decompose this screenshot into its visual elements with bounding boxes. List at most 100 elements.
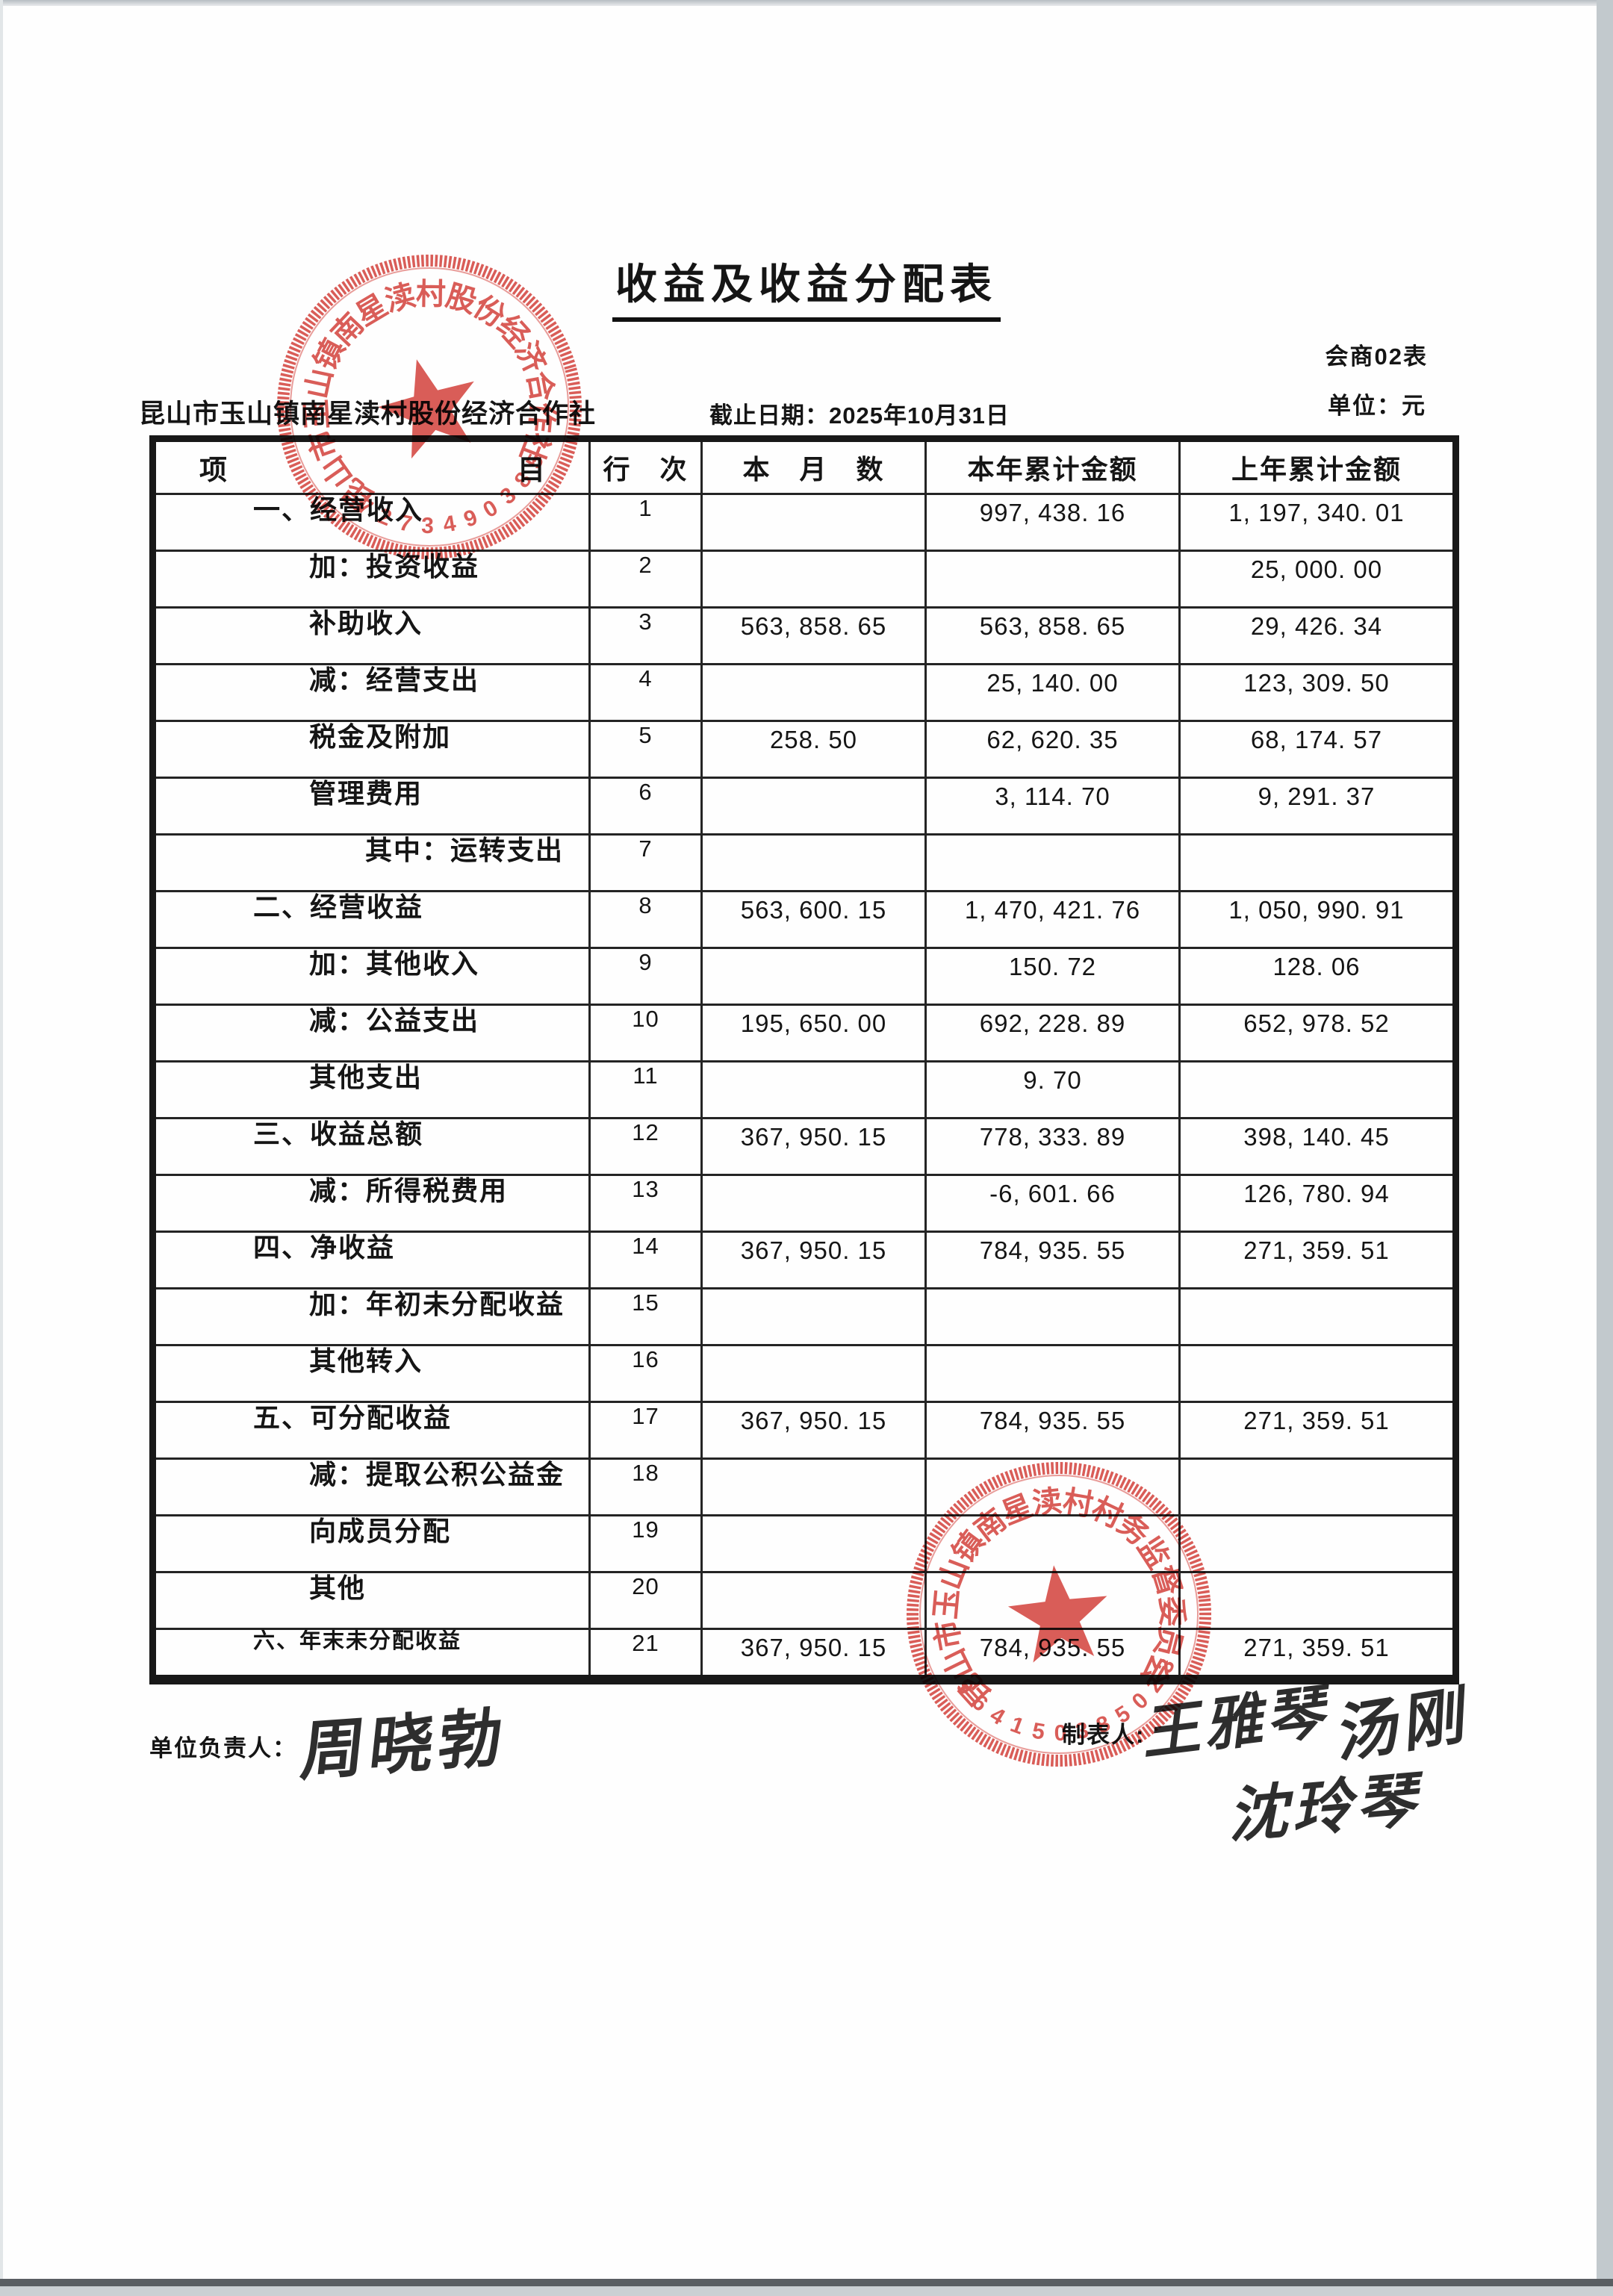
item-cell: 其中：运转支出	[152, 833, 591, 892]
item-label: 税金及附加	[309, 721, 452, 752]
prev-ytd-amount: 398, 140. 45	[1243, 1123, 1390, 1151]
item-cell: 其他支出	[152, 1060, 591, 1119]
month-amount-cell	[700, 493, 927, 552]
ytd-amount-cell: 25, 140. 00	[924, 663, 1181, 722]
form-code: 会商02表	[1325, 343, 1428, 370]
ytd-amount-cell: 563, 858. 65	[924, 606, 1181, 665]
header-line-no: 行 次	[588, 438, 703, 495]
item-label: 加：其他收入	[309, 948, 480, 979]
table-row: 其他 20	[152, 1571, 1457, 1630]
item-label: 其他转入	[309, 1345, 423, 1376]
item-label: 补助收入	[309, 608, 423, 638]
ytd-amount	[928, 553, 1178, 556]
line-no-cell: 4	[588, 663, 703, 722]
prev-ytd-amount: 128. 06	[1272, 953, 1361, 980]
line-no-cell: 17	[588, 1401, 703, 1460]
month-amount: 563, 858. 65	[740, 612, 887, 640]
month-amount	[704, 780, 924, 783]
svg-text:4: 4	[441, 511, 458, 537]
table-row: 三、收益总额 12 367, 950. 15 778, 333. 89 398,…	[152, 1117, 1457, 1176]
month-amount: 367, 950. 15	[740, 1123, 887, 1151]
prev-ytd-amount: 126, 780. 94	[1243, 1180, 1390, 1207]
month-amount: 258. 50	[769, 726, 858, 753]
scan-edge-bottom-line	[0, 2279, 1613, 2286]
month-amount: 195, 650. 00	[740, 1009, 887, 1037]
prev-ytd-amount: 9, 291. 37	[1258, 783, 1376, 810]
prev-ytd-amount-cell: 271, 359. 51	[1178, 1401, 1457, 1460]
month-amount	[704, 1177, 924, 1180]
item-label: 管理费用	[309, 778, 423, 809]
ytd-amount: -6, 601. 66	[989, 1180, 1116, 1207]
month-amount-cell: 258. 50	[700, 720, 927, 779]
table-row: 六、年末未分配收益 21 367, 950. 15 784, 935. 55 2…	[152, 1628, 1457, 1681]
prev-ytd-amount	[1182, 1291, 1453, 1294]
prev-ytd-amount-cell	[1178, 1514, 1457, 1573]
ytd-amount	[928, 1291, 1178, 1294]
line-no: 8	[638, 892, 653, 919]
line-no: 13	[632, 1176, 659, 1203]
month-amount: 563, 600. 15	[740, 896, 887, 924]
item-label: 减：提取公积公益金	[309, 1459, 565, 1490]
ytd-amount-cell	[924, 1287, 1181, 1346]
svg-text:1: 1	[1007, 1712, 1028, 1740]
header-item-left: 项	[199, 455, 227, 485]
item-label: 减：公益支出	[309, 1005, 480, 1036]
ytd-amount: 997, 438. 16	[979, 499, 1126, 526]
svg-text:8: 8	[1093, 1711, 1114, 1738]
prev-ytd-amount: 271, 359. 51	[1243, 1634, 1390, 1661]
svg-text:0: 0	[1128, 1688, 1154, 1714]
svg-text:4: 4	[986, 1702, 1010, 1730]
month-amount-cell: 367, 950. 15	[700, 1231, 927, 1289]
svg-text:9: 9	[461, 505, 481, 532]
svg-text:合: 合	[521, 369, 559, 404]
svg-text:村: 村	[416, 278, 447, 311]
table-row: 减：提取公积公益金 18	[152, 1457, 1457, 1516]
item-cell: 四、净收益	[152, 1231, 591, 1289]
month-amount-cell	[700, 1344, 927, 1403]
line-no: 5	[638, 722, 653, 749]
line-no-cell: 1	[588, 493, 703, 552]
line-no-cell: 11	[588, 1060, 703, 1119]
month-amount-cell	[700, 1457, 927, 1516]
svg-text:山: 山	[300, 366, 338, 402]
header-month: 本 月 数	[700, 438, 927, 495]
line-no: 2	[638, 552, 653, 579]
item-label: 六、年末未分配收益	[253, 1629, 462, 1653]
item-cell: 补助收入	[152, 606, 591, 665]
currency-unit-label: 单位：元	[1328, 393, 1426, 419]
line-no-cell: 21	[588, 1628, 703, 1681]
svg-text:5: 5	[1031, 1718, 1047, 1744]
line-no: 19	[632, 1516, 659, 1543]
prev-ytd-amount: 1, 050, 990. 91	[1228, 896, 1405, 924]
line-no-cell: 15	[588, 1287, 703, 1346]
month-amount	[704, 553, 924, 556]
line-no: 18	[632, 1460, 659, 1487]
month-amount-cell: 367, 950. 15	[700, 1628, 927, 1681]
line-no: 3	[638, 609, 653, 635]
preparer-label: 制表人:	[1062, 1722, 1146, 1748]
month-amount	[704, 837, 924, 840]
ytd-amount-cell: 692, 228. 89	[924, 1004, 1181, 1063]
ytd-amount: 563, 858. 65	[979, 612, 1126, 640]
scan-edge-left	[0, 0, 3, 2296]
prev-ytd-amount-cell: 652, 978. 52	[1178, 1004, 1457, 1063]
table-row: 管理费用 6 3, 114. 70 9, 291. 37	[152, 777, 1457, 836]
month-amount	[704, 951, 924, 953]
table-row: 向成员分配 19	[152, 1514, 1457, 1573]
line-no-cell: 16	[588, 1344, 703, 1403]
line-no-cell: 6	[588, 777, 703, 836]
prev-ytd-amount-cell: 271, 359. 51	[1178, 1628, 1457, 1681]
svg-text:作: 作	[523, 401, 559, 434]
ytd-amount	[928, 837, 1178, 840]
line-no-cell: 14	[588, 1231, 703, 1289]
line-no-cell: 7	[588, 833, 703, 892]
line-no: 4	[638, 665, 653, 692]
item-label: 其他支出	[309, 1062, 423, 1092]
line-no-cell: 9	[588, 947, 703, 1006]
month-amount-cell: 367, 950. 15	[700, 1117, 927, 1176]
table-row: 加：投资收益 2 25, 000. 00	[152, 550, 1457, 609]
item-label: 二、经营收益	[253, 892, 424, 922]
line-no-cell: 19	[588, 1514, 703, 1573]
line-no: 1	[638, 495, 653, 522]
month-amount-cell: 195, 650. 00	[700, 1004, 927, 1063]
